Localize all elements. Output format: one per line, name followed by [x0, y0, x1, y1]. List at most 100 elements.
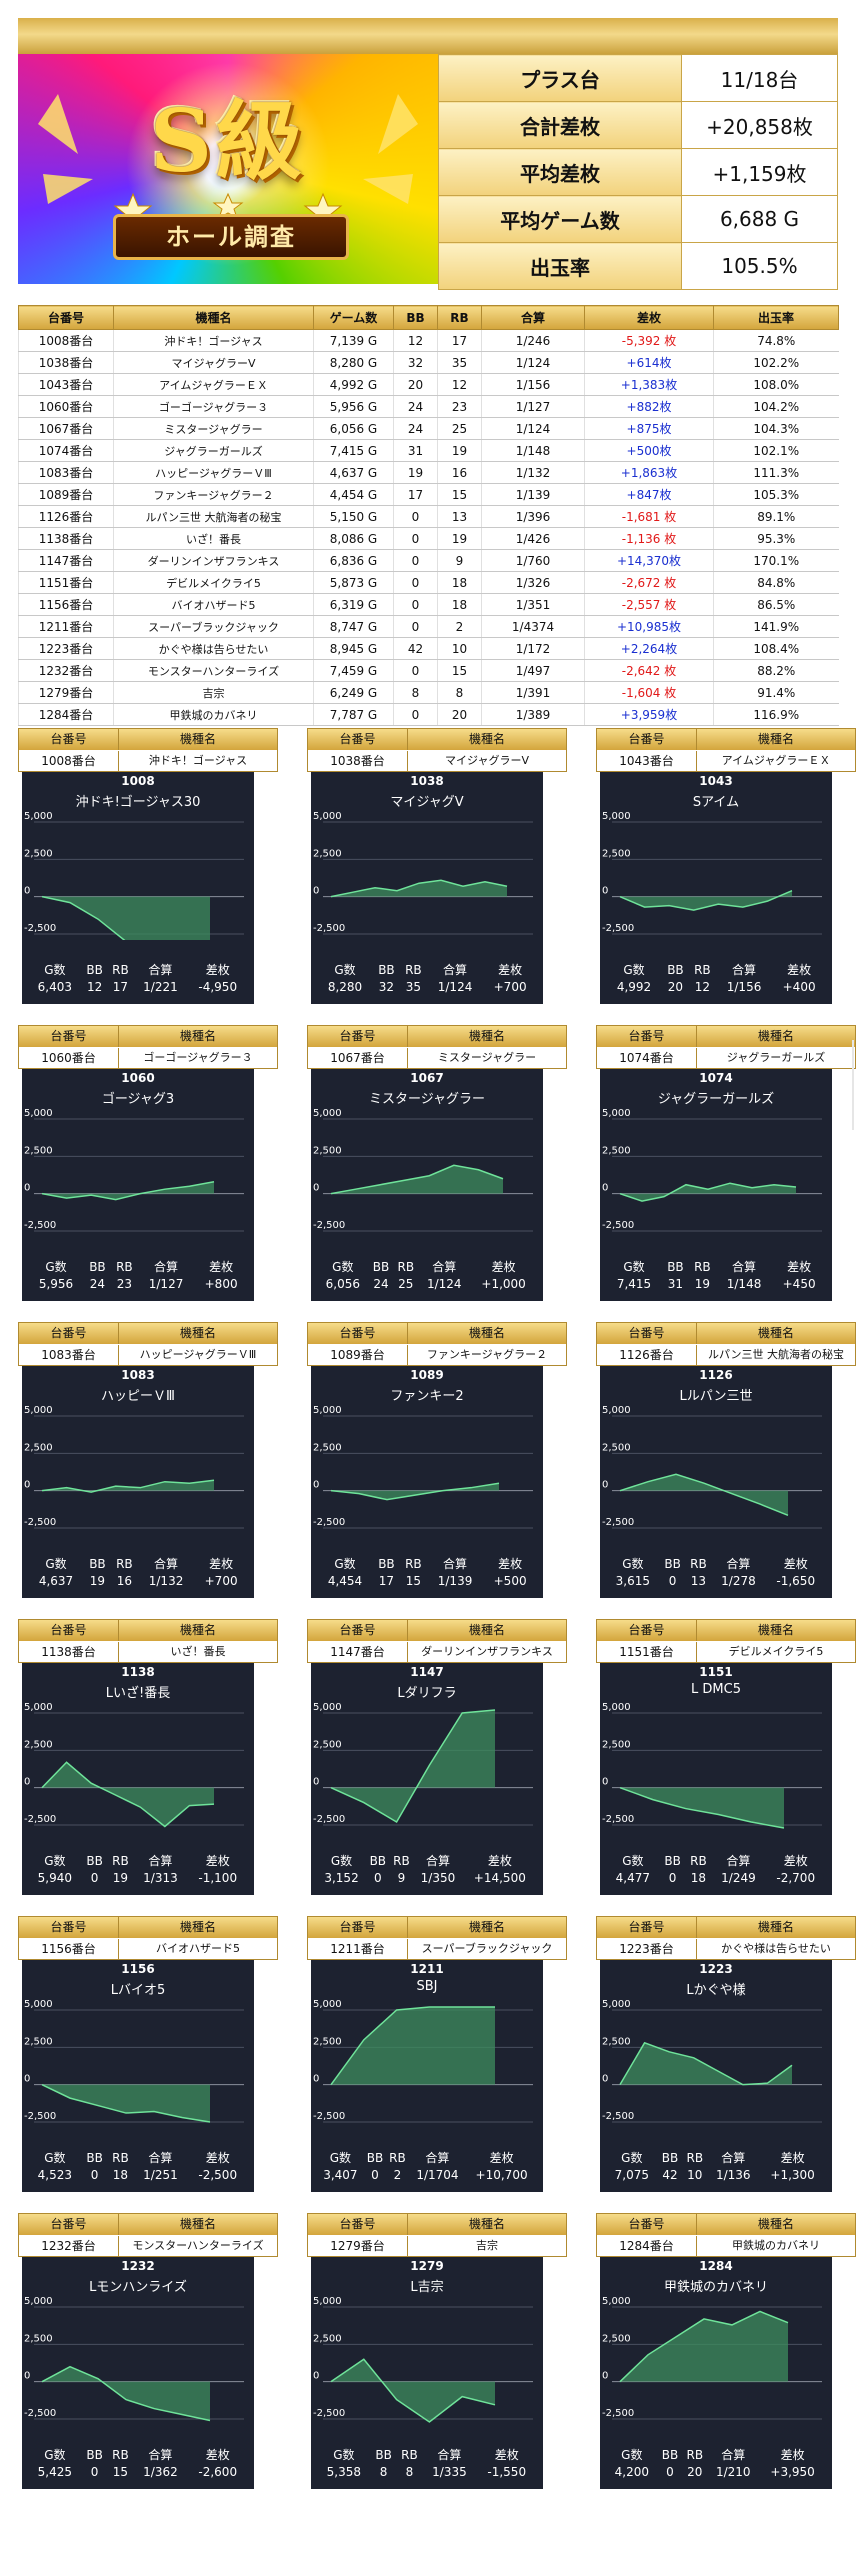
stat-header: G数: [332, 1260, 354, 1274]
slump-line: [330, 2358, 496, 2423]
table-cell: 8,280 G: [313, 351, 394, 374]
y-tick-label: -2,500: [602, 2408, 634, 2419]
stat-header: 合算: [148, 2448, 173, 2462]
card-header: 台番号 機種名 1060番台 ゴーゴージャグラー３: [18, 1025, 278, 1069]
stat-header: BB: [664, 1556, 681, 1571]
table-cell: 1074番台: [18, 439, 114, 462]
table-cell: 1223番台: [18, 637, 114, 660]
chart-title: Lかぐや様: [686, 1983, 746, 1998]
stats-value-row: 6,403 12 17 1/221 -4,950: [28, 979, 248, 995]
card-name-label: 機種名: [697, 1917, 855, 1938]
y-tick-label: 5,000: [24, 811, 53, 822]
stats-value-row: 4,477 0 18 1/249 -2,700: [606, 1870, 826, 1886]
card-name-label: 機種名: [408, 729, 566, 750]
stat-header: RB: [112, 962, 129, 977]
table-cell: 42: [393, 637, 438, 660]
table-cell: 吉宗: [113, 681, 314, 704]
table-cell: 7,787 G: [313, 703, 394, 726]
card-name-label: 機種名: [119, 1917, 277, 1938]
table-row: 1089番台 ファンキージャグラー２ 4,454 G 17 15 1/139 +847枚 10…: [18, 483, 839, 506]
card-machine-no: 1211番台: [308, 1939, 408, 1959]
machine-card: 台番号 機種名 1060番台 ゴーゴージャグラー３ 1060 ゴージャグ3 5,000 2,5…: [18, 1025, 278, 1301]
card-no-label: 台番号: [308, 729, 408, 750]
y-tick-label: 0: [24, 1183, 30, 1194]
card-chart-panel: 1211 SBJ 5,000 2,500 0 -2,500 G数 BB RB 合算 差枚 3,407 0…: [311, 1960, 543, 2192]
chart-machine-no: 1284: [699, 2259, 733, 2273]
table-cell: 108.0%: [713, 373, 839, 396]
stat-header: 差枚: [205, 963, 230, 977]
card-no-label: 台番号: [19, 1026, 119, 1047]
card-machine-name: いざ！番長: [170, 1645, 226, 1658]
stat-value: 4,200: [614, 2465, 649, 2479]
summary-label: プラス台: [438, 54, 682, 102]
table-cell: 32: [393, 351, 438, 374]
table-cell: 6,836 G: [313, 549, 394, 572]
table-cell: 24: [393, 395, 438, 418]
stat-header: 合算: [443, 1557, 468, 1571]
stat-value: 1/156: [726, 980, 762, 994]
table-cell: 1126番台: [18, 505, 114, 528]
card-stats: G数 BB RB 合算 差枚 7,415 31 19 1/148 +450: [606, 1257, 826, 1292]
table-row: 1074番台 ジャグラーガールズ 7,415 G 31 19 1/148 +500枚 102.…: [18, 439, 839, 462]
slump-line: [330, 1709, 496, 1824]
card-header: 台番号 機種名 1089番台 ファンキージャグラー２: [307, 1322, 567, 1366]
stat-header: 差枚: [487, 1854, 512, 1868]
stat-value: 4,992: [616, 980, 652, 994]
stats-value-row: 3,407 0 2 1/1704 +10,700: [317, 2167, 537, 2183]
y-tick-label: -2,500: [24, 923, 56, 934]
table-row: 1147番台 ダーリンインザフランキス 6,836 G 0 9 1/760 +14,370枚…: [18, 549, 839, 572]
stats-header-row: G数 BB RB 合算 差枚: [317, 960, 537, 979]
chart-title: Lルパン三世: [679, 1389, 753, 1404]
y-tick-label: 0: [602, 886, 608, 897]
stat-header: G数: [622, 1854, 644, 1868]
chart-machine-no: 1067: [410, 1071, 444, 1085]
y-tick-label: 2,500: [313, 2333, 342, 2344]
stats-header-row: G数 BB RB 合算 差枚: [606, 1257, 826, 1276]
summary-table: プラス台 11/18台 合計差枚 +20,858枚 平均差枚 +1,159枚 平均ゲーム数 6…: [438, 54, 838, 290]
stat-value: 1/148: [726, 1277, 762, 1291]
stat-value: 1/350: [420, 1871, 456, 1885]
card-name-label: 機種名: [119, 1620, 277, 1641]
scrollbar[interactable]: [852, 1040, 854, 1130]
stats-header-row: G数 BB RB 合算 差枚: [28, 2148, 248, 2167]
card-machine-no: 1284番台: [597, 2236, 697, 2256]
card-header: 台番号 機種名 1156番台 バイオハザード5: [18, 1916, 278, 1960]
y-tick-label: 2,500: [602, 1739, 631, 1750]
table-cell: 1147番台: [18, 549, 114, 572]
slump-chart: 5,000 2,500 0 -2,500: [313, 1108, 533, 1232]
stat-header: RB: [405, 1556, 422, 1571]
y-tick-label: 0: [24, 1777, 30, 1788]
table-cell: 102.2%: [713, 351, 839, 374]
stat-header: 合算: [432, 1260, 457, 1274]
table-cell: 6,319 G: [313, 593, 394, 616]
table-cell: 18: [437, 571, 482, 594]
card-machine-no: 1126番台: [597, 1345, 697, 1365]
table-cell: かぐや様は告らせたい: [113, 637, 314, 660]
card-name-label: 機種名: [697, 729, 855, 750]
y-tick-label: 5,000: [602, 2296, 631, 2307]
table-cell: 1211番台: [18, 615, 114, 638]
table-cell: ゴーゴージャグラー３: [113, 395, 314, 418]
card-machine-no: 1008番台: [19, 751, 119, 771]
stats-value-row: 4,637 19 16 1/132 +700: [28, 1573, 248, 1589]
slump-line: [619, 1473, 789, 1517]
stat-header: BB: [378, 962, 395, 977]
table-cell: 0: [393, 659, 438, 682]
stat-header: BB: [86, 1853, 103, 1868]
table-cell: 0: [393, 571, 438, 594]
table-cell: いざ！番長: [113, 527, 314, 550]
chart-machine-no: 1083: [121, 1368, 155, 1382]
table-cell: 1/389: [481, 703, 585, 726]
y-tick-label: -2,500: [313, 1220, 345, 1231]
stats-header-row: G数 BB RB 合算 差枚: [28, 1257, 248, 1276]
stat-header: G数: [330, 1854, 353, 1868]
stat-value: 16: [116, 1574, 132, 1588]
table-cell: 7,415 G: [313, 439, 394, 462]
slump-area: [620, 1474, 788, 1516]
stat-header: G数: [329, 2151, 352, 2165]
table-cell: 1/497: [481, 659, 585, 682]
stat-value: 3,407: [323, 2168, 358, 2182]
stat-header: BB: [661, 2447, 679, 2462]
stat-header: RB: [393, 1853, 410, 1868]
table-cell: 4,454 G: [313, 483, 394, 506]
